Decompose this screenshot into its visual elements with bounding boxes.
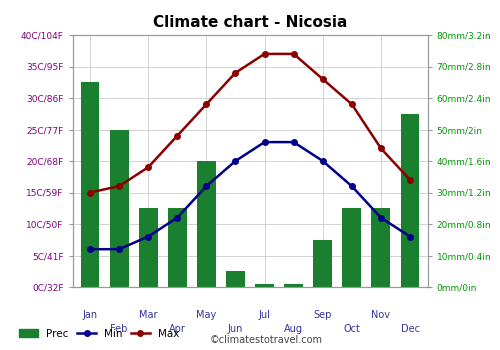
Bar xyxy=(197,161,216,287)
Bar xyxy=(80,82,100,287)
Legend: Prec, Min, Max: Prec, Min, Max xyxy=(15,325,183,343)
Text: Sep: Sep xyxy=(314,310,332,320)
Bar xyxy=(372,208,390,287)
Text: ©climatestotravel.com: ©climatestotravel.com xyxy=(210,335,323,345)
Text: Jul: Jul xyxy=(258,310,270,320)
Text: May: May xyxy=(196,310,216,320)
Bar xyxy=(284,284,303,287)
Bar xyxy=(226,271,245,287)
Bar xyxy=(400,114,419,287)
Text: Feb: Feb xyxy=(110,324,128,334)
Bar xyxy=(342,208,361,287)
Text: Oct: Oct xyxy=(344,324,360,334)
Title: Climate chart - Nicosia: Climate chart - Nicosia xyxy=(153,15,347,30)
Bar xyxy=(314,240,332,287)
Bar xyxy=(110,130,128,287)
Text: Nov: Nov xyxy=(372,310,390,320)
Text: Mar: Mar xyxy=(139,310,158,320)
Bar xyxy=(138,208,158,287)
Bar xyxy=(168,208,186,287)
Text: Apr: Apr xyxy=(169,324,186,334)
Text: Jun: Jun xyxy=(228,324,243,334)
Text: Jan: Jan xyxy=(82,310,98,320)
Bar xyxy=(255,284,274,287)
Text: Dec: Dec xyxy=(400,324,419,334)
Text: Aug: Aug xyxy=(284,324,303,334)
